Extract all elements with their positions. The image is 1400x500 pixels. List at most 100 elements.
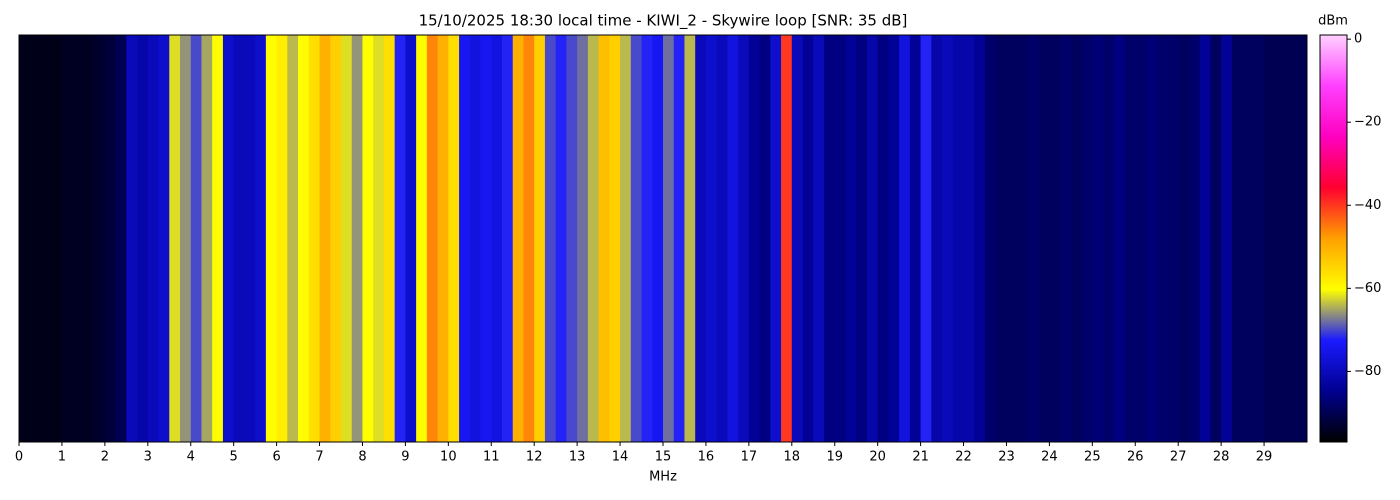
spectrum-column [566, 35, 578, 442]
x-tick-label: 20 [869, 450, 886, 465]
spectrum-column [909, 35, 921, 442]
spectrum-column [555, 35, 567, 442]
spectrum-column [233, 35, 245, 442]
spectrum-column [469, 35, 481, 442]
spectrum-column [641, 35, 653, 442]
spectrum-column [265, 35, 277, 442]
spectrum-column [1081, 35, 1093, 442]
spectrum-column [620, 35, 632, 442]
spectrum-column [437, 35, 449, 442]
spectrum-column [738, 35, 750, 442]
colorbar-tick-label: −20 [1354, 115, 1381, 130]
x-tick-label: 5 [230, 450, 238, 465]
spectrum-column [180, 35, 192, 442]
spectrum-column [169, 35, 181, 442]
spectrum-column [587, 35, 599, 442]
spectrum-column [974, 35, 986, 442]
spectrum-column [244, 35, 256, 442]
spectrum-column [931, 35, 943, 442]
spectrum-column [491, 35, 503, 442]
colorbar-tick-label: 0 [1354, 32, 1362, 47]
x-tick-label: 29 [1256, 450, 1273, 465]
spectrum-column [147, 35, 159, 442]
x-tick-label: 9 [401, 450, 409, 465]
spectrum-column [523, 35, 535, 442]
colorbar-tick-label: −80 [1354, 364, 1381, 379]
spectrum-column [40, 35, 52, 442]
spectrum-column [330, 35, 342, 442]
x-tick-label: 6 [272, 450, 280, 465]
x-tick-label: 8 [358, 450, 366, 465]
spectrum-column [856, 35, 868, 442]
colorbar [1319, 34, 1348, 443]
colorbar-label: dBm [1318, 14, 1348, 29]
spectrum-column [1285, 35, 1297, 442]
spectrum-column [609, 35, 621, 442]
spectrum-column [1264, 35, 1276, 442]
spectrum-column [158, 35, 170, 442]
spectrum-column [663, 35, 675, 442]
x-tick-label: 19 [826, 450, 843, 465]
spectrum-column [1242, 35, 1254, 442]
x-tick-label: 18 [784, 450, 801, 465]
x-tick-label: 25 [1084, 450, 1101, 465]
spectrum-column [72, 35, 84, 442]
spectrum-column [1221, 35, 1233, 442]
spectrum-column [845, 35, 857, 442]
x-tick-label: 16 [698, 450, 715, 465]
spectrum-column [759, 35, 771, 442]
spectrum-column [29, 35, 41, 442]
spectrum-column [480, 35, 492, 442]
spectrum-column [1092, 35, 1104, 442]
x-axis-label: MHz [649, 470, 677, 485]
spectrum-column [373, 35, 385, 442]
spectrum-column [351, 35, 363, 442]
spectrum-column [1060, 35, 1072, 442]
spectrum-column [212, 35, 224, 442]
spectrum-column [201, 35, 213, 442]
spectrum-column [781, 35, 793, 442]
x-tick-label: 21 [912, 450, 929, 465]
spectrum-column [308, 35, 320, 442]
spectrum-column [448, 35, 460, 442]
spectrum-column [920, 35, 932, 442]
spectrum-column [104, 35, 116, 442]
spectrum-column [512, 35, 524, 442]
spectrum-column [51, 35, 63, 442]
spectrum-column [802, 35, 814, 442]
chart-title: 15/10/2025 18:30 local time - KIWI_2 - S… [419, 12, 908, 31]
x-tick-label: 27 [1170, 450, 1187, 465]
spectrum-column [298, 35, 310, 442]
spectrum-column [115, 35, 127, 442]
spectrum-column [61, 35, 74, 442]
x-tick-label: 11 [483, 450, 500, 465]
spectrum-column [94, 35, 106, 442]
x-tick-label: 24 [1041, 450, 1058, 465]
spectrum-column [534, 35, 546, 442]
x-tick-label: 4 [187, 450, 195, 465]
spectrum-column [287, 35, 299, 442]
x-tick-label: 13 [569, 450, 586, 465]
spectrum-column [1027, 35, 1040, 442]
spectrum-column [1156, 35, 1168, 442]
spectrum-column [416, 35, 428, 442]
spectrum-column [222, 35, 235, 442]
x-tick-label: 2 [101, 450, 109, 465]
x-tick-label: 15 [655, 450, 672, 465]
spectrum-column [1178, 35, 1190, 442]
spectrum-column [748, 35, 760, 442]
spectrum-column [1296, 35, 1308, 442]
spectrum-column [705, 35, 718, 442]
spectrum-column [190, 35, 202, 442]
spectrum-column [813, 35, 825, 442]
x-tick-label: 12 [526, 450, 543, 465]
spectrum-column [1231, 35, 1243, 442]
x-tick-label: 17 [741, 450, 758, 465]
x-tick-label: 1 [58, 450, 66, 465]
spectrum-column [866, 35, 879, 442]
spectrum-column [405, 35, 417, 442]
spectrum-column [426, 35, 438, 442]
spectrum-column [1188, 35, 1201, 442]
x-tick-label: 23 [998, 450, 1015, 465]
